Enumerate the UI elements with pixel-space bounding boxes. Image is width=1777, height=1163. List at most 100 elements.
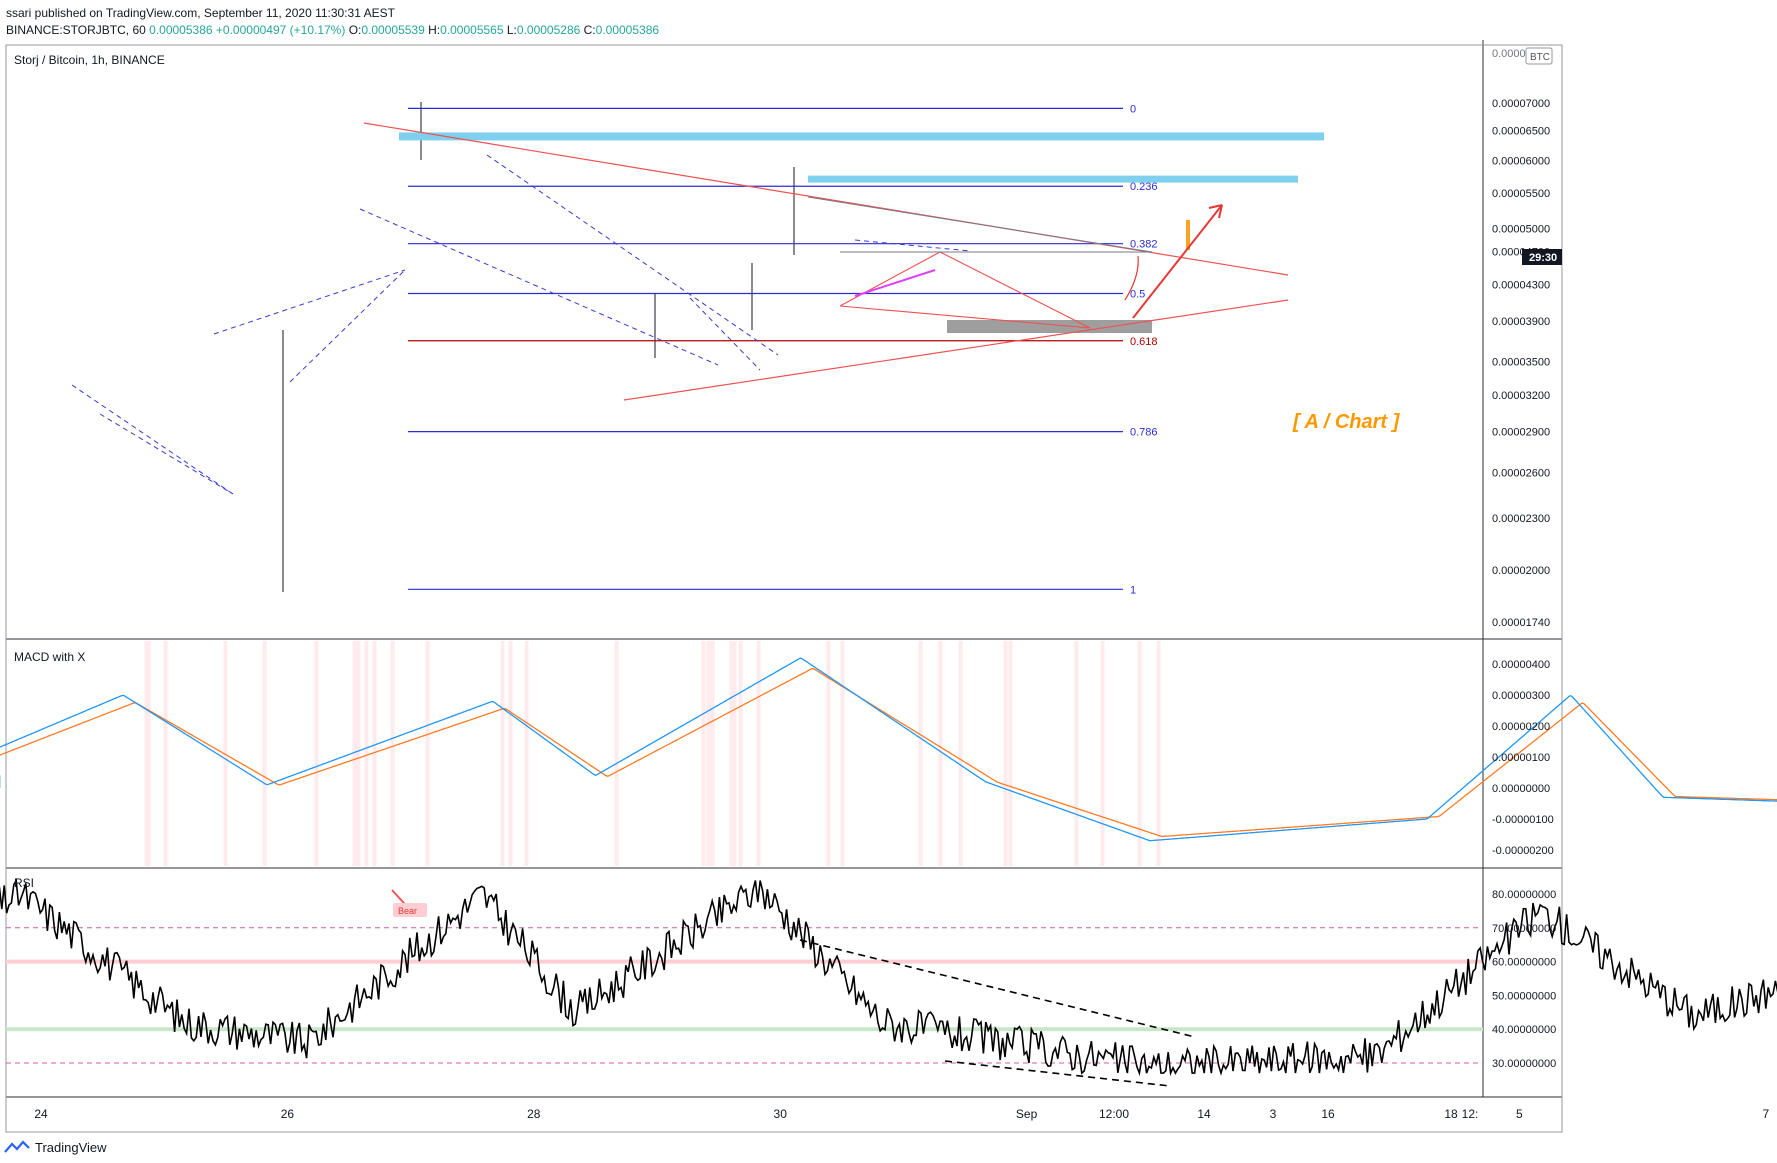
macd-signal-highlight — [938, 641, 943, 866]
macd-signal-highlight — [500, 641, 505, 866]
macd-signal-highlight — [729, 641, 734, 866]
macd-pane-title: MACD with X — [14, 650, 85, 664]
time-tick-label: 16 — [1321, 1107, 1335, 1121]
dashed-channel-line — [359, 208, 719, 366]
macd-signal-highlight — [356, 641, 361, 866]
symbol-ohlc-bar: BINANCE:STORJBTC, 60 0.00005386 +0.00000… — [6, 23, 659, 37]
symbol-label: BINANCE:STORJBTC, 60 — [6, 23, 146, 37]
last-candle-body — [1186, 220, 1190, 250]
price-tick-label: 0.00005500 — [1492, 188, 1550, 200]
macd-signal-highlight — [390, 641, 395, 866]
price-tick-label: 0.00002300 — [1492, 513, 1550, 525]
macd-signal-highlight — [163, 641, 168, 866]
macd-tick-label: -0.00000100 — [1492, 814, 1554, 826]
price-change: +0.00000497 (+10.17%) — [215, 23, 346, 37]
chart-annotation: [ A / Chart ] — [1292, 411, 1401, 433]
rsi-line — [0, 877, 1777, 1077]
macd-signal-highlight — [1003, 641, 1008, 866]
macd-signal-highlight — [352, 641, 357, 866]
projection-arrow — [1132, 204, 1223, 319]
macd-tick-label: 0.00000300 — [1492, 690, 1550, 702]
currency-badge[interactable] — [1525, 47, 1553, 65]
dashed-channel-line — [71, 384, 234, 495]
wedge-line — [939, 251, 1091, 329]
resistance-zone — [399, 132, 1324, 141]
price-tick-label: 0.00006000 — [1492, 155, 1550, 167]
last-price: 0.00005386 — [149, 23, 213, 37]
footer-brand: TradingView — [35, 1139, 107, 1155]
dashed-channel-line — [486, 154, 779, 356]
low-value: 0.00005286 — [516, 23, 581, 37]
price-tick-label: 0.00007000 — [1492, 98, 1550, 110]
price-tick-label: 0.00003500 — [1492, 357, 1550, 369]
macd-tick-label: -0.00000200 — [1492, 845, 1554, 857]
chart-border — [5, 44, 1563, 1133]
price-tick-label: 0.00002000 — [1492, 565, 1550, 577]
macd-signal-highlight — [738, 641, 743, 866]
price-tick-label: 0.00003900 — [1492, 316, 1550, 328]
price-tick-label: 0.00003200 — [1492, 390, 1550, 402]
macd-signal-highlight — [826, 641, 831, 866]
countdown-label: 29:30 — [1529, 252, 1557, 264]
macd-line — [0, 657, 1777, 842]
high-label: H: — [428, 23, 441, 37]
wedge-line — [839, 305, 1091, 329]
close-label: C: — [583, 23, 596, 37]
fib-level-label: 0 — [1130, 103, 1136, 115]
dashed-channel-line — [289, 269, 406, 383]
macd-signal-highlight — [958, 641, 963, 866]
macd-signal-highlight — [314, 641, 319, 866]
currency-badge-label: BTC — [1530, 52, 1550, 63]
time-tick-label: 26 — [281, 1107, 295, 1121]
rsi-tick-label: 70.00000000 — [1492, 923, 1556, 935]
resistance-zone — [808, 175, 1298, 183]
macd-signal-highlight — [701, 641, 706, 866]
time-tick-label: 12:00 — [1099, 1107, 1129, 1121]
price-pane-title: Storj / Bitcoin, 1h, BINANCE — [14, 53, 165, 67]
high-value: 0.00005565 — [440, 23, 504, 37]
fib-level-label: 0.618 — [1130, 336, 1158, 348]
macd-signal-highlight — [146, 641, 151, 866]
open-label: O: — [348, 23, 362, 37]
time-tick-label: Sep — [1016, 1107, 1038, 1121]
magenta-trend-line — [854, 269, 936, 297]
bear-divergence-badge — [393, 903, 427, 917]
price-tick-label: 0.00004300 — [1492, 280, 1550, 292]
macd-tick-label: 0.00000400 — [1492, 659, 1550, 671]
time-tick-label: 5 — [1516, 1107, 1523, 1121]
macd-signal-highlight — [1008, 641, 1013, 866]
bear-divergence-label: Bear — [398, 906, 417, 916]
support-zone — [947, 320, 1152, 333]
fib-level-label: 0.382 — [1130, 239, 1158, 251]
macd-signal-highlight — [372, 641, 377, 866]
descending-trend-line — [363, 122, 1289, 276]
publish-info: ssari published on TradingView.com, Sept… — [6, 6, 395, 20]
price-tick-label: 0.00006500 — [1492, 126, 1550, 138]
fib-level-label: 0.5 — [1130, 289, 1145, 301]
macd-signal-highlight — [614, 641, 619, 866]
rsi-60-band — [6, 959, 1483, 964]
rsi-resistance-trendline — [799, 939, 1196, 1038]
macd-tick-label: 0.00000200 — [1492, 721, 1550, 733]
dashed-channel-line — [99, 413, 234, 495]
price-tick-label: 0.00002900 — [1492, 427, 1550, 439]
rsi-tick-label: 50.00000000 — [1492, 990, 1556, 1002]
open-value: 0.00005539 — [361, 23, 425, 37]
small-arrow — [1124, 255, 1139, 301]
rsi-tick-label: 40.00000000 — [1492, 1024, 1556, 1036]
trend-line-gray — [807, 196, 1153, 253]
macd-signal-highlight — [262, 641, 267, 866]
macd-signal-line — [0, 668, 1777, 838]
time-tick-label: 28 — [527, 1107, 541, 1121]
rsi-tick-label: 30.00000000 — [1492, 1058, 1556, 1070]
projection-arrow-head — [1208, 204, 1223, 219]
publish-text: ssari published on TradingView.com, Sept… — [6, 6, 395, 20]
macd-signal-highlight — [223, 641, 228, 866]
macd-signal-highlight — [710, 641, 715, 866]
dashed-channel-line — [689, 297, 761, 371]
macd-signal-highlight — [1156, 641, 1161, 866]
macd-signal-highlight — [524, 641, 529, 866]
rsi-support-trendline — [944, 1060, 1171, 1087]
ascending-trend-line — [623, 299, 1289, 401]
